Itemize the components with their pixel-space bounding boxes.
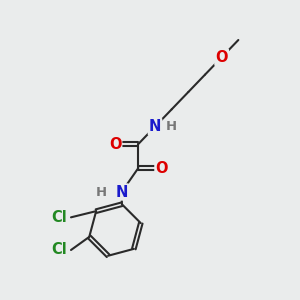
- Text: Cl: Cl: [52, 242, 67, 257]
- Text: O: O: [215, 50, 228, 65]
- Text: O: O: [109, 136, 121, 152]
- Text: N: N: [116, 184, 128, 200]
- Text: H: H: [96, 185, 107, 199]
- Text: Cl: Cl: [52, 210, 67, 225]
- Text: O: O: [155, 160, 168, 175]
- Text: N: N: [149, 119, 161, 134]
- Text: H: H: [166, 120, 177, 133]
